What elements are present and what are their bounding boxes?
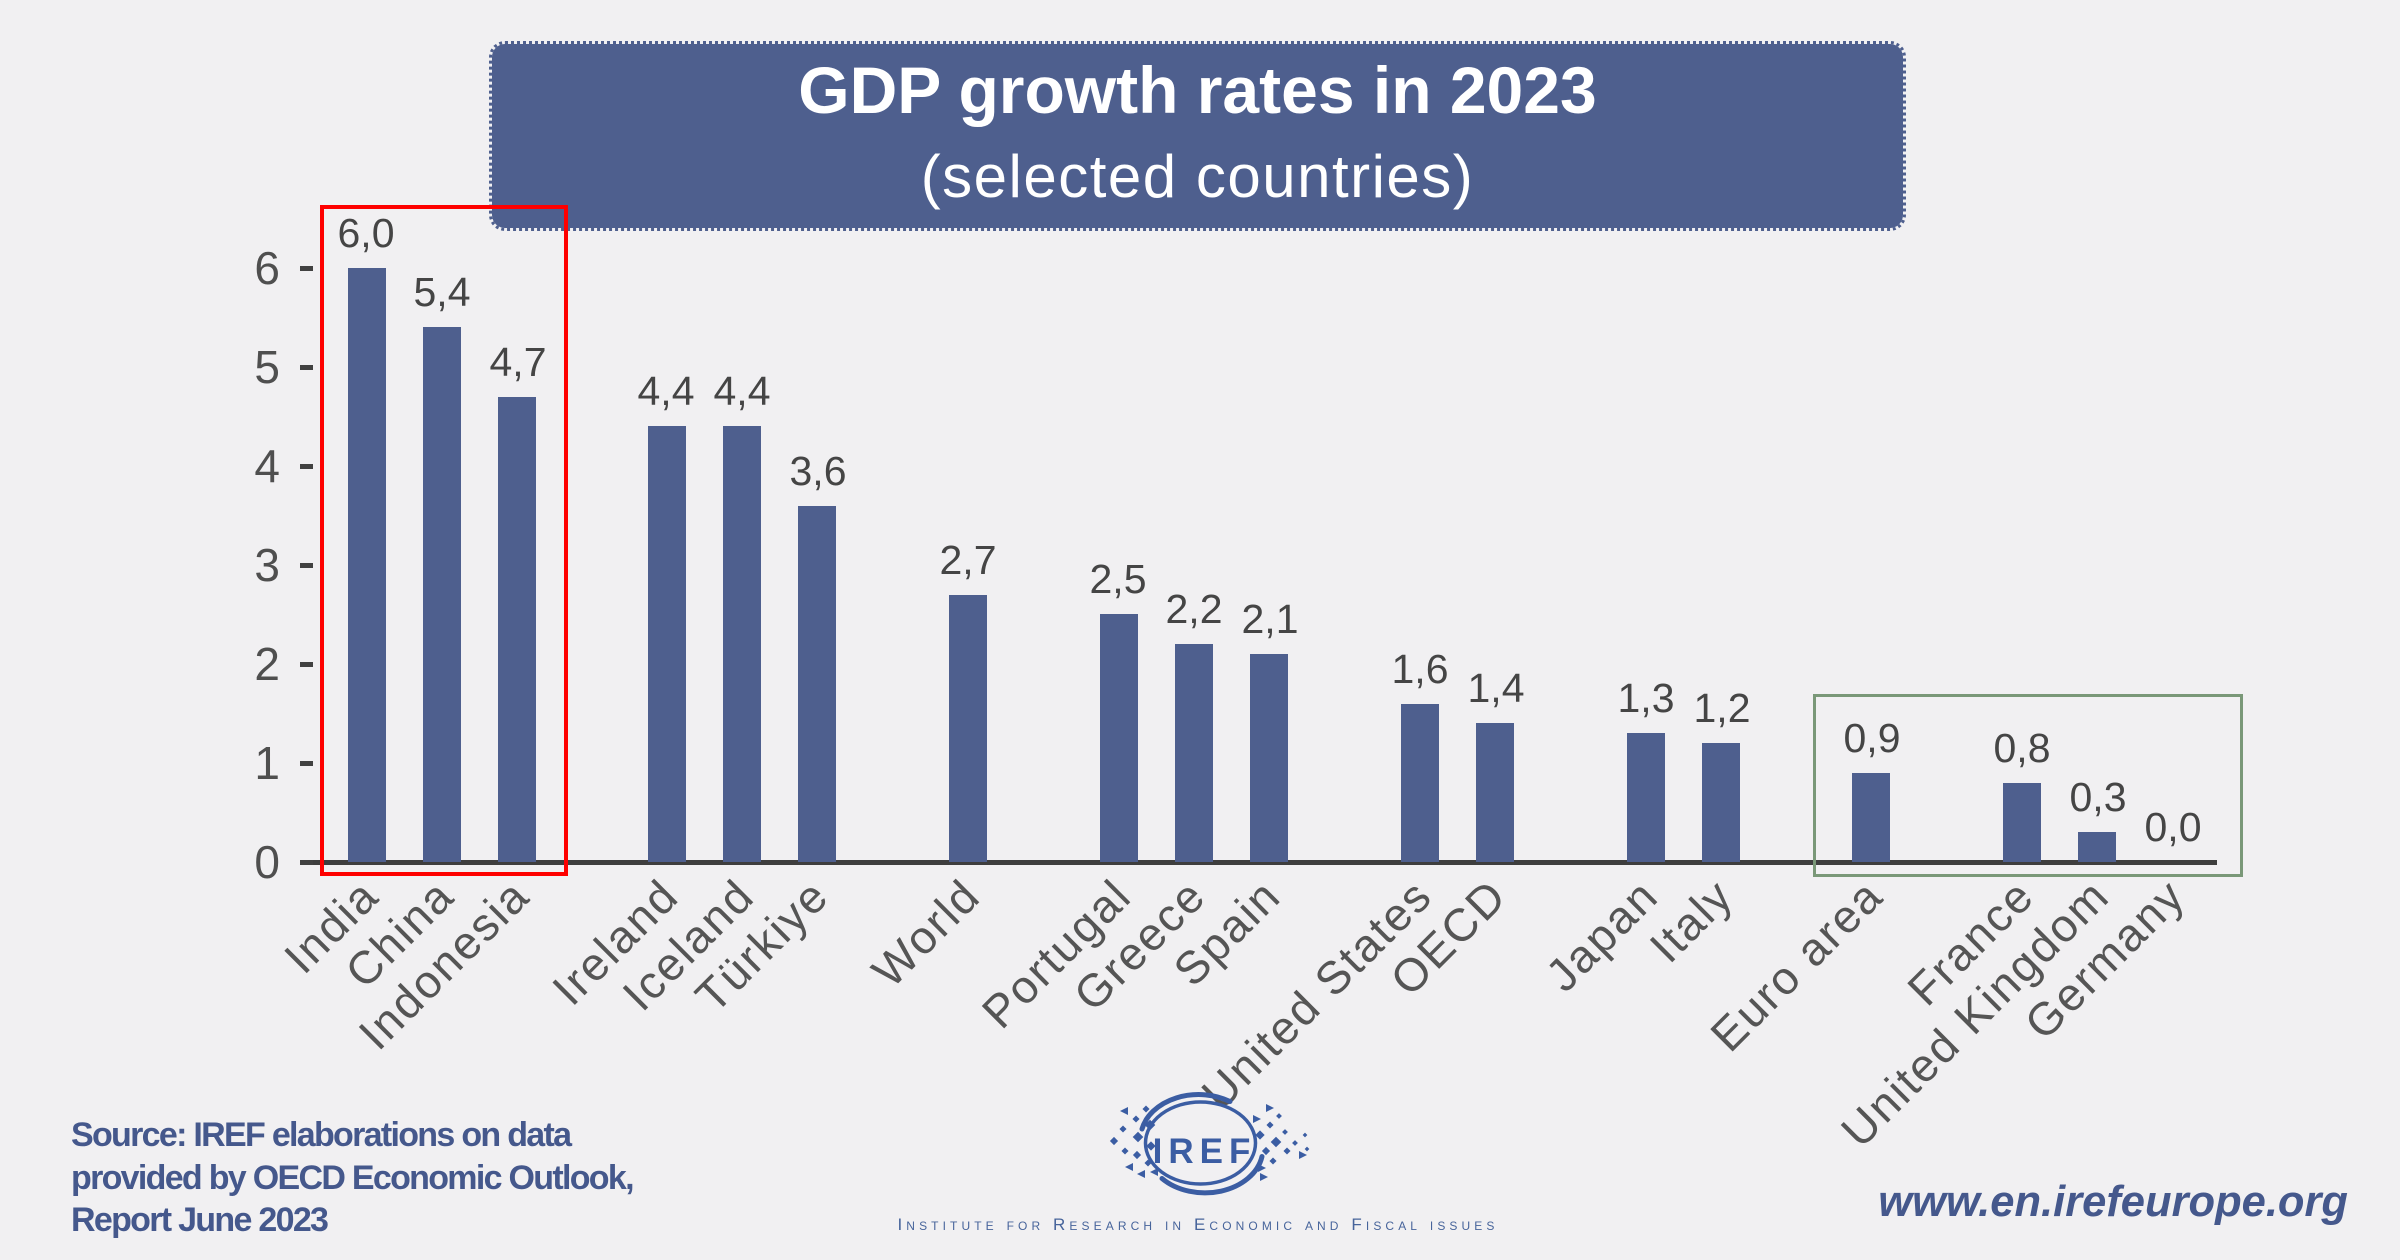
svg-text:IREF: IREF	[1153, 1132, 1257, 1171]
